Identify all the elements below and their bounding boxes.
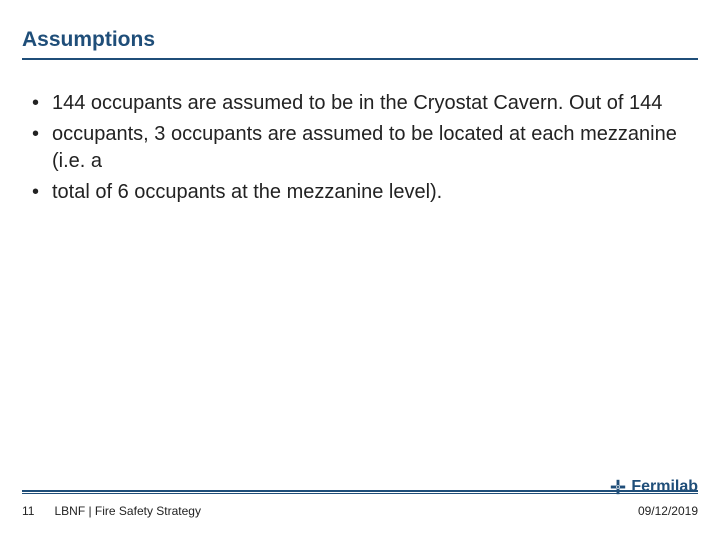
footer-rule — [22, 490, 698, 492]
slide: Assumptions 144 occupants are assumed to… — [0, 0, 720, 540]
footer-title: LBNF | Fire Safety Strategy — [54, 504, 201, 518]
page-number: 11 — [22, 504, 34, 518]
footer-rule-inner — [22, 493, 698, 494]
slide-title: Assumptions — [22, 28, 698, 58]
footer-date: 09/12/2019 — [638, 504, 698, 518]
content-area: 144 occupants are assumed to be in the C… — [22, 90, 698, 206]
bullet-list: 144 occupants are assumed to be in the C… — [32, 90, 688, 206]
title-underline — [22, 58, 698, 60]
list-item: occupants, 3 occupants are assumed to be… — [32, 121, 688, 175]
footer: 11 LBNF | Fire Safety Strategy 09/12/201… — [22, 490, 698, 518]
list-item: 144 occupants are assumed to be in the C… — [32, 90, 688, 117]
list-item: total of 6 occupants at the mezzanine le… — [32, 179, 688, 206]
footer-left: 11 LBNF | Fire Safety Strategy — [22, 504, 201, 518]
footer-row: 11 LBNF | Fire Safety Strategy 09/12/201… — [22, 504, 698, 518]
